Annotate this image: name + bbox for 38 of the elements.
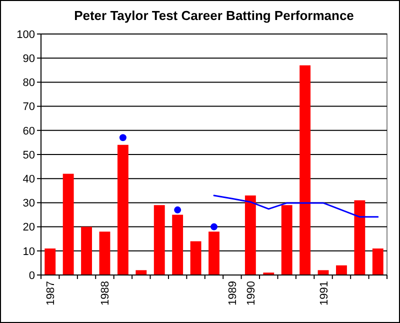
chart-title: Peter Taylor Test Career Batting Performance — [74, 8, 354, 23]
bar — [136, 270, 147, 275]
y-tick-label: 20 — [22, 222, 35, 234]
point — [210, 223, 218, 230]
point — [174, 206, 182, 214]
bar — [318, 270, 329, 275]
y-tick-label: 70 — [22, 101, 35, 114]
y-tick-label: 0 — [28, 270, 35, 282]
y-tick-label: 90 — [22, 52, 35, 65]
bar — [336, 265, 347, 275]
line-series — [213, 194, 379, 218]
bar — [372, 248, 384, 275]
bar — [172, 214, 184, 275]
y-tick-label: 60 — [22, 125, 35, 138]
y-tick-label: 100 — [16, 28, 35, 41]
x-tick-label: 1990 — [245, 281, 258, 306]
bar — [44, 248, 56, 275]
bar — [300, 65, 311, 275]
y-tick-label: 10 — [22, 246, 35, 258]
bar — [81, 226, 92, 275]
bar — [154, 205, 165, 275]
bar — [62, 174, 74, 275]
y-tick-label: 40 — [22, 173, 35, 186]
x-tick-label: 1991 — [318, 281, 330, 306]
bar — [117, 144, 128, 275]
y-tick-label: 80 — [22, 77, 35, 90]
bar — [244, 195, 256, 275]
x-tick-label: 1988 — [100, 281, 112, 306]
y-tick-label: 30 — [22, 198, 35, 210]
bar — [281, 205, 292, 275]
bar — [354, 200, 366, 275]
y-tick-label: 50 — [22, 149, 35, 162]
point — [119, 134, 126, 142]
bar — [190, 241, 202, 275]
x-tick-label: 1987 — [45, 281, 58, 306]
bar — [208, 232, 220, 275]
x-tick-label: 1989 — [227, 281, 240, 306]
bar — [99, 232, 110, 275]
